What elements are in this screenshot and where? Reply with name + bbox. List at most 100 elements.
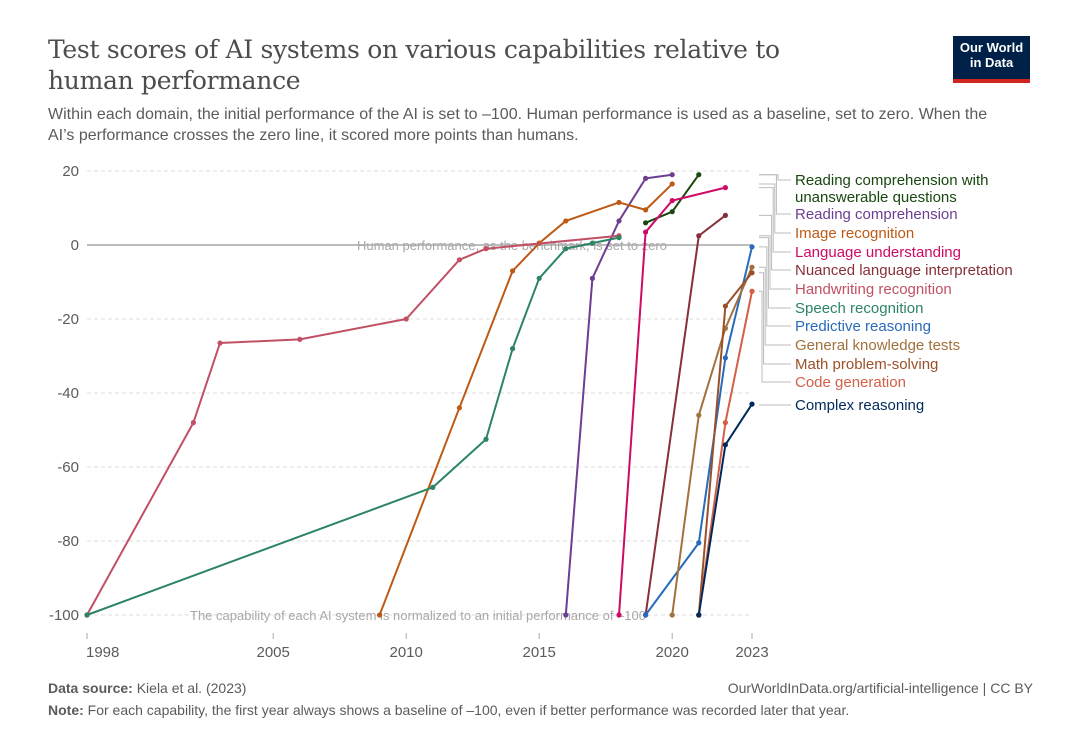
x-tick-label: 1998 <box>86 644 119 661</box>
data-point <box>217 340 223 346</box>
legend-item: Language understanding <box>759 187 961 261</box>
series-line <box>86 236 620 616</box>
legend-label: Language understanding <box>795 244 961 261</box>
data-point <box>669 198 675 204</box>
data-point <box>509 346 516 352</box>
y-tick-label: 0 <box>71 237 79 254</box>
series-handwriting-recognition <box>84 233 622 618</box>
data-point <box>669 172 675 178</box>
data-point <box>616 218 622 224</box>
legend-item: Image recognition <box>759 183 914 242</box>
data-point <box>563 218 569 224</box>
legend-label: unanswerable questions <box>795 189 957 206</box>
data-point <box>616 612 622 618</box>
data-point <box>722 212 729 218</box>
y-tick-label: -40 <box>57 385 79 402</box>
data-point <box>749 244 755 250</box>
data-point <box>483 246 489 252</box>
data-point <box>456 405 462 411</box>
legend-item: General knowledge tests <box>759 266 960 354</box>
note-text: For each capability, the first year alwa… <box>87 702 850 718</box>
data-point <box>669 181 675 187</box>
chart-subtitle: Within each domain, the initial performa… <box>48 106 988 144</box>
legend-connector <box>759 187 791 253</box>
data-point <box>430 484 436 490</box>
data-point <box>377 612 383 618</box>
legend-item: Math problem-solving <box>759 272 938 373</box>
y-tick-label: -60 <box>57 459 79 476</box>
series-reading-comprehension-with-unanswerable-questions <box>643 172 702 226</box>
legend-connector <box>759 246 791 327</box>
source-text: Kiela et al. (2023) <box>136 680 247 696</box>
legend-label: Reading comprehension <box>795 206 958 223</box>
x-tick-label: 2005 <box>257 644 290 661</box>
data-point <box>722 442 729 448</box>
x-tick-label: 2010 <box>390 644 423 661</box>
data-point <box>403 316 409 322</box>
data-point <box>749 401 755 407</box>
data-point <box>589 275 596 281</box>
legend-connector <box>759 235 791 290</box>
series-line <box>378 183 673 616</box>
data-point <box>749 288 755 294</box>
data-point <box>722 185 729 191</box>
legend-item: Complex reasoning <box>759 397 924 414</box>
series-code-generation <box>696 288 755 618</box>
data-point <box>84 612 90 618</box>
data-point <box>509 268 516 274</box>
series-line <box>644 214 727 616</box>
data-point <box>696 612 702 618</box>
source-url-link[interactable]: OurWorldInData.org/artificial-intelligen… <box>727 680 1033 696</box>
series-general-knowledge-tests <box>669 264 755 618</box>
legend-connector <box>759 174 791 215</box>
footer-source: Data source: Kiela et al. (2023) OurWorl… <box>48 680 1033 696</box>
y-tick-label: 20 <box>62 163 79 180</box>
legend-connector <box>759 174 791 181</box>
footer-note: Note: For each capability, the first yea… <box>48 702 1033 718</box>
data-point <box>616 235 622 241</box>
data-point <box>722 355 729 361</box>
legend-item: Reading comprehension <box>759 174 958 223</box>
legend-label: Reading comprehension with <box>795 172 988 189</box>
legend-connector <box>759 290 791 383</box>
logo-accent-bar <box>953 79 1030 83</box>
legend-item: Code generation <box>759 290 906 391</box>
data-point <box>616 199 622 206</box>
data-point <box>483 436 489 442</box>
data-point <box>669 209 675 215</box>
data-point <box>643 175 649 181</box>
data-point <box>722 420 729 426</box>
series-line <box>618 186 726 616</box>
legend-label: Handwriting recognition <box>795 281 952 298</box>
series-speech-recognition <box>84 235 622 618</box>
y-tick-label: -100 <box>49 607 79 624</box>
baseline-annotation: The capability of each AI system is norm… <box>190 608 646 623</box>
data-point <box>643 612 649 618</box>
data-point <box>749 264 755 270</box>
data-point <box>643 229 649 235</box>
legend-item: Speech recognition <box>759 237 923 317</box>
legend-label: Code generation <box>795 374 906 391</box>
legend-label: General knowledge tests <box>795 337 960 354</box>
series-complex-reasoning <box>696 401 755 618</box>
y-tick-label: -80 <box>57 533 79 550</box>
x-axis: 1998 2005 2010 2015 2020 2023 <box>86 633 769 661</box>
data-point <box>456 257 462 263</box>
legend-label: Image recognition <box>795 225 914 242</box>
series-reading-comprehension <box>563 172 675 618</box>
legend-label: Speech recognition <box>795 300 923 317</box>
legend-item: Handwriting recognition <box>759 235 952 298</box>
legend-connector <box>759 272 791 365</box>
y-axis: 20 0 -20 -40 -60 -80 -100 <box>49 163 79 624</box>
data-point <box>563 612 569 618</box>
data-point <box>696 233 702 239</box>
series-line <box>671 266 753 616</box>
data-point <box>297 336 303 342</box>
series-line <box>697 403 753 616</box>
series-language-understanding <box>616 185 729 618</box>
gridlines <box>87 170 752 616</box>
owid-logo[interactable]: Our World in Data <box>953 36 1030 79</box>
data-point <box>643 207 649 213</box>
legend-connector <box>759 183 791 234</box>
